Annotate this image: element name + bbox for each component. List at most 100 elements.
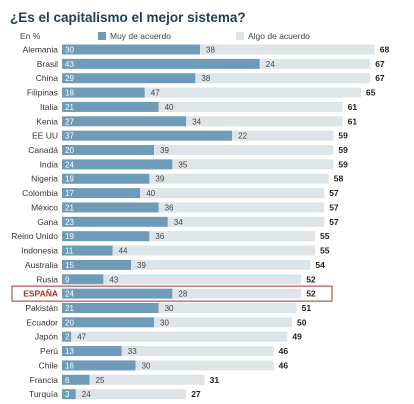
bar-algo-de-acuerdo <box>135 360 274 371</box>
unit-label: En % <box>20 31 41 41</box>
bar-muy-de-acuerdo <box>62 302 159 313</box>
bar-algo-de-acuerdo <box>154 317 292 328</box>
bar-algo-de-acuerdo <box>186 116 343 127</box>
total-label: 57 <box>329 188 339 198</box>
value-label-algo-de-acuerdo: 36 <box>155 232 164 241</box>
value-label-algo-de-acuerdo: 47 <box>151 89 160 98</box>
bar-muy-de-acuerdo <box>62 317 154 328</box>
total-label: 61 <box>348 102 358 112</box>
total-label: 58 <box>334 174 344 184</box>
category-label: Gana <box>37 217 58 227</box>
bar-algo-de-acuerdo <box>140 188 325 199</box>
category-label: Rusia <box>36 274 58 284</box>
value-label-algo-de-acuerdo: 38 <box>206 46 215 55</box>
value-label-algo-de-acuerdo: 24 <box>82 390 91 399</box>
value-label-algo-de-acuerdo: 43 <box>109 275 118 284</box>
value-label-muy-de-acuerdo: 16 <box>65 361 74 370</box>
value-label-algo-de-acuerdo: 33 <box>128 347 137 356</box>
value-label-muy-de-acuerdo: 24 <box>65 160 74 169</box>
category-label: Japón <box>35 332 58 342</box>
value-label-algo-de-acuerdo: 22 <box>238 132 247 141</box>
value-label-algo-de-acuerdo: 40 <box>146 189 155 198</box>
bar-muy-de-acuerdo <box>62 188 141 199</box>
value-label-muy-de-acuerdo: 23 <box>65 218 74 227</box>
bar-algo-de-acuerdo <box>75 389 187 400</box>
total-label: 65 <box>366 88 376 98</box>
value-label-muy-de-acuerdo: 9 <box>65 275 70 284</box>
bar-muy-de-acuerdo <box>62 259 131 270</box>
value-label-algo-de-acuerdo: 40 <box>165 103 174 112</box>
value-label-muy-de-acuerdo: 11 <box>65 247 74 256</box>
bar-muy-de-acuerdo <box>62 159 173 170</box>
value-label-algo-de-acuerdo: 47 <box>77 333 86 342</box>
value-label-muy-de-acuerdo: 37 <box>65 132 74 141</box>
bar-algo-de-acuerdo <box>200 44 375 55</box>
value-label-muy-de-acuerdo: 21 <box>65 304 74 313</box>
bar-muy-de-acuerdo <box>62 360 136 371</box>
value-label-muy-de-acuerdo: 21 <box>65 203 74 212</box>
bar-algo-de-acuerdo <box>232 130 334 141</box>
bar-algo-de-acuerdo <box>149 231 315 242</box>
bar-muy-de-acuerdo <box>62 73 196 84</box>
category-label: México <box>31 202 58 212</box>
total-label: 51 <box>302 303 312 313</box>
value-label-algo-de-acuerdo: 36 <box>165 203 174 212</box>
bar-muy-de-acuerdo <box>62 216 168 227</box>
category-label: Francia <box>30 375 59 385</box>
total-label: 55 <box>320 246 330 256</box>
category-label: Nigeria <box>31 174 58 184</box>
bar-algo-de-acuerdo <box>103 274 302 285</box>
total-label: 67 <box>375 59 385 69</box>
category-label: Filipinas <box>27 88 58 98</box>
total-label: 49 <box>292 332 302 342</box>
category-label: EE UU <box>32 131 58 141</box>
highlight-frame <box>11 285 333 302</box>
value-label-algo-de-acuerdo: 30 <box>165 304 174 313</box>
value-label-muy-de-acuerdo: 43 <box>65 60 74 69</box>
total-label: 61 <box>348 116 358 126</box>
value-label-algo-de-acuerdo: 39 <box>160 146 169 155</box>
total-label: 27 <box>191 389 201 399</box>
value-label-algo-de-acuerdo: 39 <box>155 175 164 184</box>
value-label-algo-de-acuerdo: 39 <box>137 261 146 270</box>
bar-algo-de-acuerdo <box>158 202 325 213</box>
total-label: 55 <box>320 231 330 241</box>
value-label-muy-de-acuerdo: 3 <box>65 390 70 399</box>
total-label: 57 <box>329 202 339 212</box>
value-label-algo-de-acuerdo: 38 <box>201 74 210 83</box>
bar-muy-de-acuerdo <box>62 288 173 299</box>
value-label-muy-de-acuerdo: 2 <box>65 333 70 342</box>
bar-algo-de-acuerdo <box>259 58 371 69</box>
category-label: ESPAÑA <box>23 289 58 299</box>
category-label: Pakistán <box>25 303 58 313</box>
legend-swatch-strong <box>98 32 106 40</box>
bar-algo-de-acuerdo <box>144 87 361 98</box>
category-label: Brasil <box>37 59 58 69</box>
category-label: Italia <box>40 102 58 112</box>
value-label-muy-de-acuerdo: 18 <box>65 89 74 98</box>
bar-muy-de-acuerdo <box>62 202 159 213</box>
bar-algo-de-acuerdo <box>131 259 311 270</box>
value-label-muy-de-acuerdo: 13 <box>65 347 74 356</box>
value-label-algo-de-acuerdo: 25 <box>96 376 105 385</box>
value-label-muy-de-acuerdo: 29 <box>65 74 74 83</box>
value-label-algo-de-acuerdo: 24 <box>266 60 275 69</box>
value-label-muy-de-acuerdo: 19 <box>65 175 74 184</box>
total-label: 68 <box>380 45 390 55</box>
total-label: 52 <box>306 289 316 299</box>
bar-algo-de-acuerdo <box>121 346 274 357</box>
bar-muy-de-acuerdo <box>62 116 187 127</box>
value-label-muy-de-acuerdo: 19 <box>65 232 74 241</box>
category-label: Colombia <box>22 188 58 198</box>
bar-muy-de-acuerdo <box>62 87 145 98</box>
total-label: 59 <box>338 131 348 141</box>
bar-muy-de-acuerdo <box>62 145 154 156</box>
category-label: Kenia <box>36 116 58 126</box>
legend-swatch-some <box>236 32 244 40</box>
total-label: 50 <box>297 317 307 327</box>
total-label: 52 <box>306 274 316 284</box>
value-label-muy-de-acuerdo: 30 <box>65 46 74 55</box>
category-label: China <box>36 73 58 83</box>
